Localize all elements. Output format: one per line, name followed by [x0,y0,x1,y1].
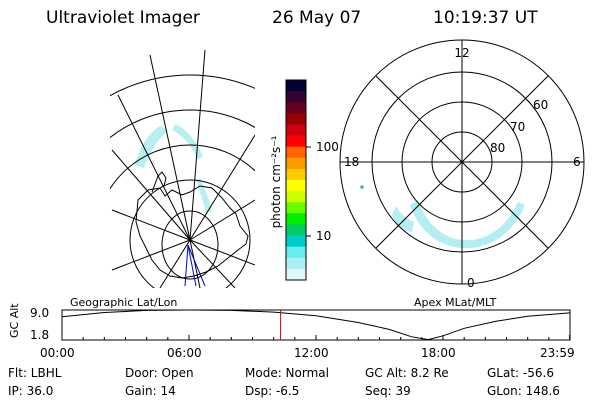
colorbar-cell [286,113,306,125]
mlt-label-18: 18 [344,155,360,169]
status-door: Door: Open [125,366,194,380]
y-tick-9: 9.0 [30,306,50,320]
instrument-title: Ultraviolet Imager [46,8,200,28]
apex-diag-2 [375,75,549,249]
status-seq: Seq: 39 [365,384,411,398]
colorbar-cell [286,191,306,203]
x-tick-0000: 00:00 [40,346,75,360]
geo-panel-label: Geographic Lat/Lon [70,296,178,309]
lat-label-60: 60 [533,98,549,112]
date-label: 26 May 07 [272,8,362,28]
colorbar-cell [286,224,306,237]
status-gain: Gain: 14 [125,384,176,398]
colorbar-cell [286,257,306,270]
longitude-lines [111,50,255,288]
colorbar [285,79,311,281]
colorbar-label-10: 10 [316,229,332,243]
lat-label-70: 70 [510,120,526,134]
x-tick-0600: 06:00 [167,346,202,360]
status-glat: GLat: -56.6 [487,366,554,380]
latitude-lines [110,74,255,288]
apex-map [339,39,585,285]
colorbar-cell [286,124,306,137]
colorbar-cell [286,80,306,92]
x-tick-1800: 18:00 [421,346,456,360]
coastline [135,185,249,279]
time-label: 10:19:37 UT [433,8,538,28]
status-mode: Mode: Normal [245,366,329,380]
colorbar-cell [286,102,306,114]
mlt-label-12: 12 [454,46,470,60]
colorbar-cell [286,91,306,103]
colorbar-cell [286,135,306,148]
colorbar-cell [286,202,306,214]
y-tick-1-8: 1.8 [30,328,50,342]
geographic-map [110,50,255,288]
altitude-plot [61,309,571,341]
status-flt: Flt: LBHL [8,366,62,380]
colorbar-unit-label: photon cm⁻²s⁻¹ [269,135,283,229]
colorbar-cell [286,235,306,248]
colorbar-cell [286,168,306,181]
colorbar-cell [286,180,306,192]
nadir-line-3 [184,244,189,287]
mlt-label-0: 0 [467,276,475,290]
lat-label-80: 80 [490,141,506,155]
status-glon: GLon: 148.6 [487,384,560,398]
y-axis-label: GC Alt [8,303,21,338]
colorbar-cell [286,268,306,281]
status-ip: IP: 36.0 [8,384,54,398]
status-gcalt: GC Alt: 8.2 Re [365,366,449,380]
nadir-line-2 [187,244,206,287]
colorbar-cell [286,246,306,259]
mlt-label-6: 6 [573,155,581,169]
viewing-ellipse [161,210,219,280]
colorbar-label-100: 100 [316,140,339,154]
nadir-line-1 [187,244,197,287]
colorbar-cell [286,213,306,225]
coastline-peninsula [151,171,167,193]
x-tick-2359: 23:59 [540,346,575,360]
colorbar-cell [286,146,306,159]
colorbar-cell [286,157,306,170]
status-dsp: Dsp: -6.5 [245,384,300,398]
x-tick-1200: 12:00 [294,346,329,360]
altitude-line [61,309,570,341]
apex-panel-label: Apex MLat/MLT [414,296,497,309]
auroral-emission-apex [360,185,525,249]
